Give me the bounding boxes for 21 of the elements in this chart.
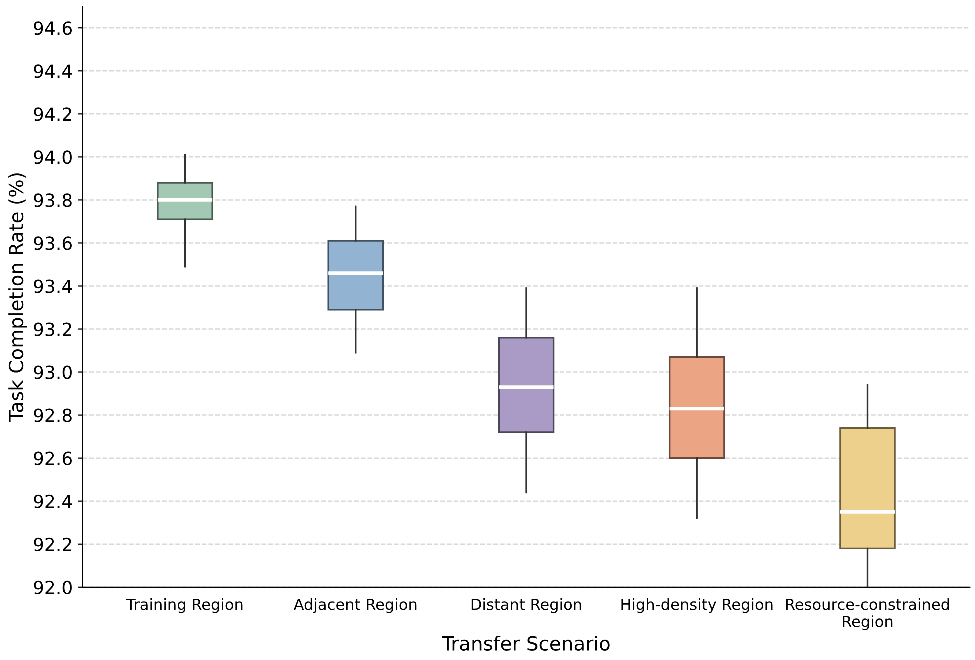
y-tick-label: 93.2 [34, 322, 72, 336]
y-tick-label: 92.2 [34, 538, 72, 552]
y-tick-label: 93.0 [34, 366, 72, 380]
y-tick-label: 93.8 [34, 194, 72, 208]
x-tick-label: High-density Region [622, 598, 773, 614]
y-tick-label: 93.6 [34, 236, 72, 250]
y-tick-label: 92.6 [34, 452, 72, 466]
y-tick-label: 94.0 [34, 150, 72, 164]
y-tick-label: 94.2 [34, 108, 72, 122]
y-tick-label: 92.0 [34, 580, 72, 595]
y-tick-label: 94.4 [34, 64, 72, 78]
y-tick-label: 92.4 [34, 494, 72, 508]
x-axis-title: Transfer Scenario [442, 636, 610, 652]
x-tick-label: Training Region [126, 598, 243, 614]
y-tick-label: 92.8 [34, 408, 72, 422]
y-tick-label: 93.4 [34, 280, 72, 294]
x-tick-label: Adjacent Region [294, 598, 417, 614]
x-tick-label: Distant Region [472, 598, 582, 614]
y-axis-title: Task Completion Rate (%) [8, 174, 28, 422]
y-tick-label: 94.6 [34, 22, 72, 36]
x-tick-label: Resource-constrained Region [786, 598, 950, 630]
